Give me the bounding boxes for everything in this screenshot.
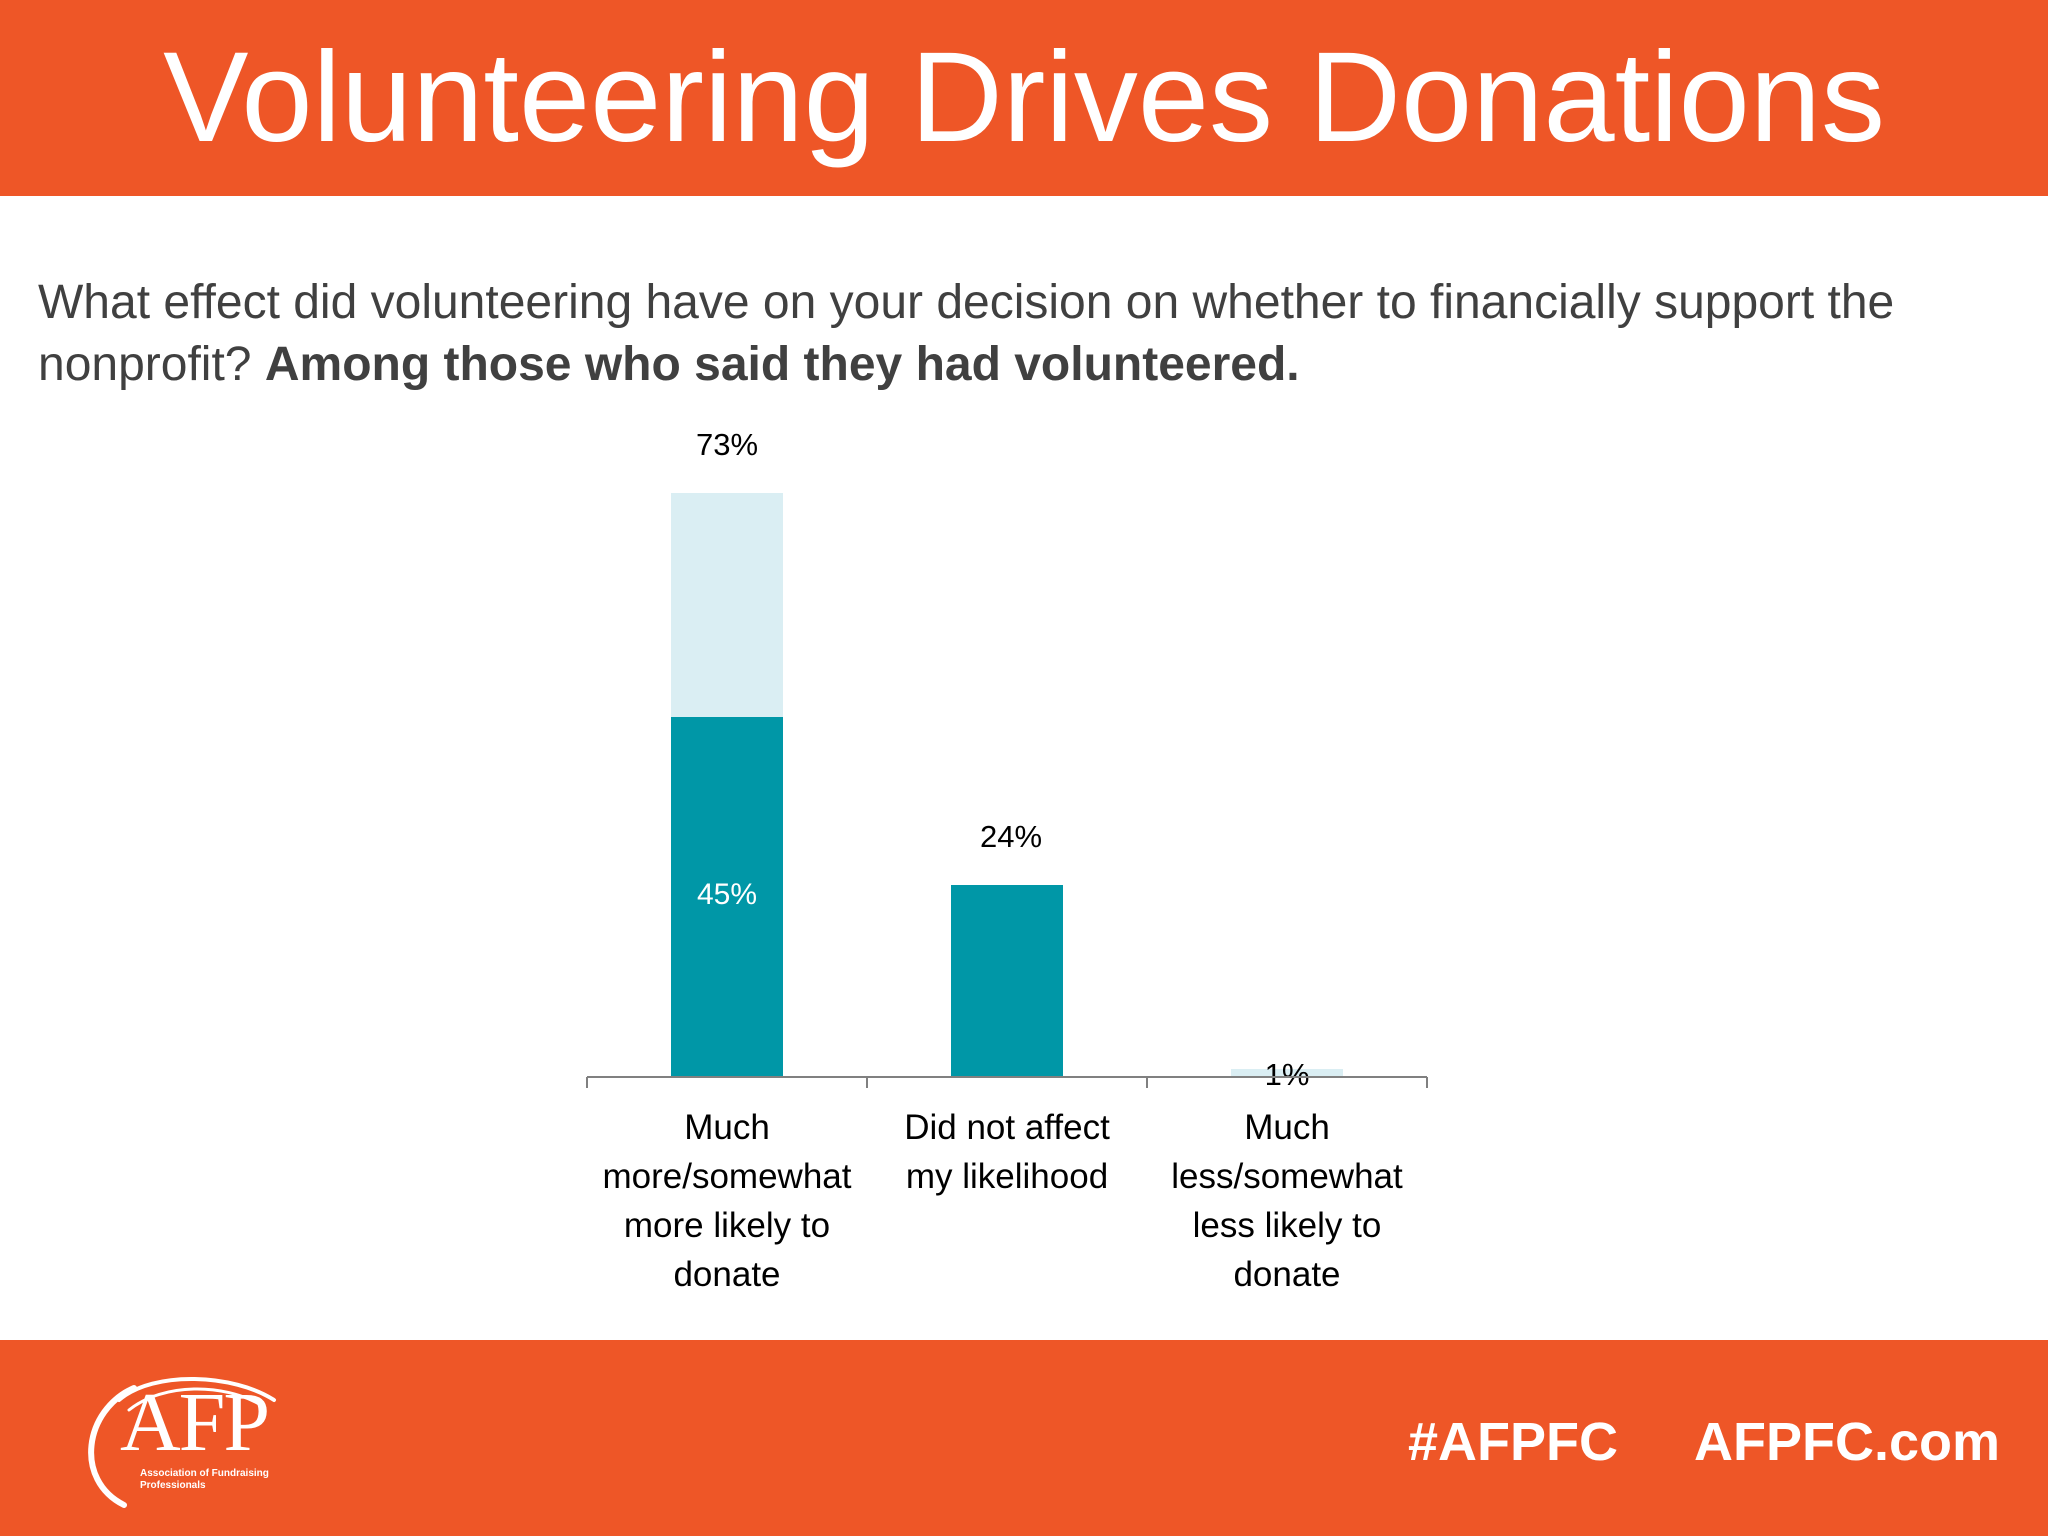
bar-segment-2-1 xyxy=(951,885,1063,1077)
header-banner: Volunteering Drives Donations xyxy=(0,0,2048,196)
afp-logo: AFP Association of Fundraising Professio… xyxy=(74,1370,294,1510)
x-tick-label: Much xyxy=(684,1108,770,1147)
inner-data-label: 45% xyxy=(697,878,757,911)
x-tick-label: more likely to xyxy=(624,1206,830,1245)
x-tick-label: less/somewhat xyxy=(1171,1157,1403,1196)
bar-segment-3-2 xyxy=(1231,1069,1343,1077)
x-tick-label: donate xyxy=(1233,1255,1340,1294)
logo-subtext: Association of Fundraising Professionals xyxy=(140,1468,269,1491)
survey-question: What effect did volunteering have on you… xyxy=(38,272,2028,396)
x-tick-label: Did not affect xyxy=(904,1108,1110,1147)
x-tick-label: less likely to xyxy=(1193,1206,1382,1245)
x-tick-label: my likelihood xyxy=(906,1157,1108,1196)
total-data-label: 24% xyxy=(980,819,1042,854)
bar-segment-1-1 xyxy=(671,717,783,1077)
logo-text: AFP xyxy=(120,1376,270,1469)
total-data-label: 73% xyxy=(696,427,758,462)
question-emphasis: Among those who said they had volunteere… xyxy=(264,338,1300,391)
bar-chart: 45% 73% Much more/somewhat more likely to don… xyxy=(586,427,1428,1294)
hashtag-text: #AFPFC xyxy=(1408,1412,1619,1472)
logo-swoosh-icon xyxy=(88,1377,276,1508)
website-link[interactable]: AFPFC.com xyxy=(1694,1412,2001,1472)
question-text: What effect did volunteering have on you… xyxy=(38,276,1895,391)
x-tick-label: Much xyxy=(1244,1108,1330,1147)
footer-banner: AFP Association of Fundraising Professio… xyxy=(0,1340,2048,1536)
x-tick-label: donate xyxy=(673,1255,780,1294)
total-data-label: 1% xyxy=(1265,1057,1310,1092)
x-tick-label: more/somewhat xyxy=(603,1157,852,1196)
page-title: Volunteering Drives Donations xyxy=(163,26,1885,169)
bar-segment-1-2 xyxy=(671,493,783,717)
